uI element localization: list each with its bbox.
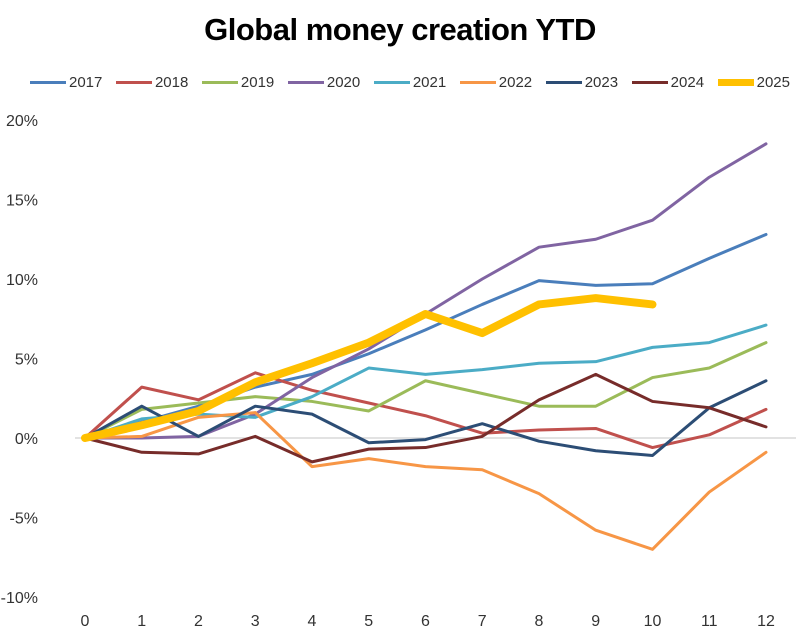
- legend-label: 2019: [240, 74, 275, 91]
- series-line-2019: [83, 341, 768, 440]
- x-tick-label: 3: [251, 613, 260, 630]
- legend-item-2024: 2024: [631, 74, 705, 91]
- legend-label: 2024: [670, 74, 705, 91]
- legend-label: 2018: [154, 74, 189, 91]
- legend: 2017 2018 2019 2020 2021 2022 2023 2024 2025: [30, 74, 790, 91]
- series-line-2020: [83, 142, 768, 440]
- chart-title: Global money creation YTD: [204, 12, 596, 47]
- legend-swatch: [545, 81, 582, 84]
- x-tick-label: 1: [137, 613, 146, 630]
- x-tick-label: 9: [591, 613, 600, 630]
- y-tick-label: -10%: [1, 590, 38, 607]
- x-tick-label: 10: [644, 613, 662, 630]
- legend-label: 2022: [498, 74, 533, 91]
- y-tick-label: 20%: [6, 113, 38, 130]
- legend-swatch: [717, 79, 754, 86]
- legend-item-2022: 2022: [459, 74, 533, 91]
- x-tick-label: 5: [364, 613, 373, 630]
- series-line-2023: [83, 379, 768, 457]
- legend-swatch: [459, 81, 496, 84]
- x-tick-label: 2: [194, 613, 203, 630]
- legend-item-2023: 2023: [545, 74, 619, 91]
- legend-swatch: [201, 81, 238, 84]
- y-tick-label: -5%: [10, 511, 38, 528]
- legend-label: 2025: [756, 74, 790, 91]
- x-tick-label: 6: [421, 613, 430, 630]
- legend-swatch: [287, 81, 324, 84]
- series-line-2024: [83, 372, 768, 464]
- y-tick-label: 10%: [6, 272, 38, 289]
- y-tick-label: 15%: [6, 193, 38, 210]
- legend-item-2025: 2025: [717, 74, 790, 91]
- legend-item-2020: 2020: [287, 74, 361, 91]
- series-line-2018: [83, 371, 768, 450]
- legend-swatch: [115, 81, 152, 84]
- x-tick-label: 8: [535, 613, 544, 630]
- legend-label: 2020: [326, 74, 361, 91]
- x-tick-label: 0: [81, 613, 90, 630]
- legend-item-2017: 2017: [30, 74, 102, 91]
- legend-label: 2023: [584, 74, 619, 91]
- legend-label: 2021: [412, 74, 447, 91]
- x-tick-label: 7: [478, 613, 487, 630]
- y-tick-label: 5%: [15, 352, 38, 369]
- legend-item-2019: 2019: [201, 74, 275, 91]
- legend-label: 2017: [69, 74, 103, 91]
- y-tick-label: 0%: [15, 431, 38, 448]
- series-line-2017: [83, 232, 768, 440]
- legend-item-2021: 2021: [373, 74, 447, 91]
- legend-swatch: [30, 81, 66, 84]
- legend-item-2018: 2018: [115, 74, 189, 91]
- series-line-2025: [81, 294, 657, 442]
- legend-swatch: [373, 81, 410, 84]
- series-line-2022: [83, 411, 768, 551]
- x-tick-label: 11: [701, 613, 718, 630]
- x-tick-label: 4: [308, 613, 317, 630]
- legend-swatch: [631, 81, 668, 84]
- x-tick-label: 12: [757, 613, 775, 630]
